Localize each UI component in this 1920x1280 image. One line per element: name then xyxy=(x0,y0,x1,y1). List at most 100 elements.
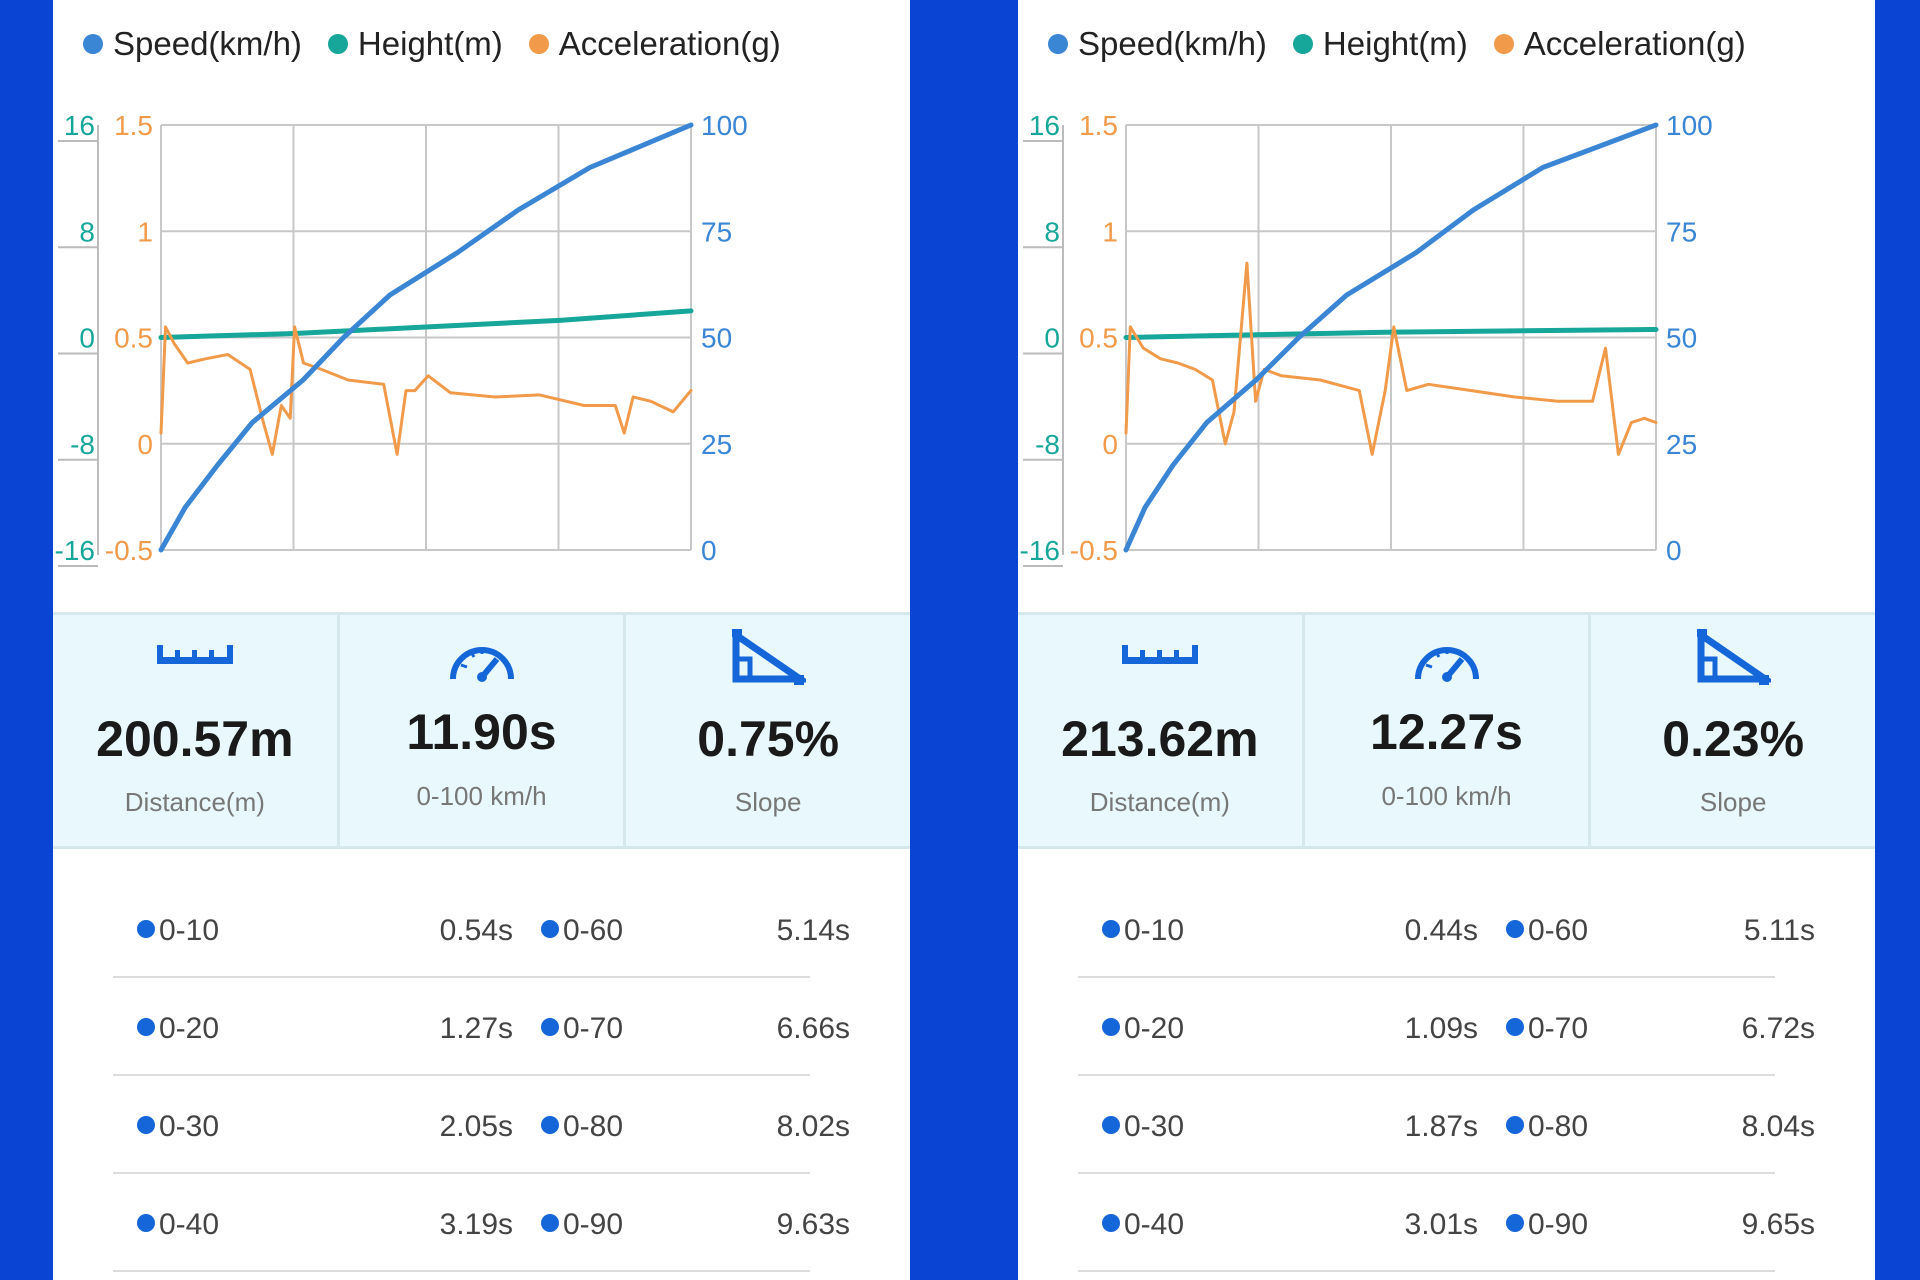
split-row: 0-30 1.87s 0-80 8.04s xyxy=(1078,1076,1815,1174)
split-time: 1.87s xyxy=(1404,1110,1478,1143)
split-label: 0-90 xyxy=(1506,1208,1588,1242)
speed-tick-label: 75 xyxy=(1666,216,1697,247)
legend-item-acceleration[interactable]: Acceleration(g) xyxy=(528,25,781,63)
legend-dot-height xyxy=(1292,34,1313,54)
legend-item-height[interactable]: Height(m) xyxy=(1292,25,1468,63)
run-panel-left: Speed(km/h) Height(m) Acceleration(g) 16… xyxy=(53,0,910,1280)
legend-item-speed[interactable]: Speed(km/h) xyxy=(83,25,302,63)
stats-bar: 213.62m Distance(m) 12.27s 0-100 km/h xyxy=(1018,612,1875,849)
split-label: 0-60 xyxy=(1506,914,1588,948)
bullet-icon xyxy=(541,1214,559,1233)
stat-slope: 0.75% Slope xyxy=(626,615,910,846)
split-label: 0-80 xyxy=(541,1110,623,1144)
split-time: 5.11s xyxy=(1743,914,1815,947)
legend-item-acceleration[interactable]: Acceleration(g) xyxy=(1493,25,1746,63)
split-label: 0-30 xyxy=(1102,1110,1184,1144)
split-label: 0-10 xyxy=(1102,914,1184,948)
bullet-icon xyxy=(137,1018,155,1037)
acceleration-series-line xyxy=(159,325,693,456)
height-tick-label: 8 xyxy=(79,216,95,247)
legend-item-speed[interactable]: Speed(km/h) xyxy=(1048,25,1267,63)
split-times: 0-10 0.44s 0-60 5.11s 0-20 1.09s 0-70 6.… xyxy=(1018,880,1875,1272)
stat-0-100: 12.27s 0-100 km/h xyxy=(1305,615,1592,846)
stat-slope: 0.23% Slope xyxy=(1591,615,1875,846)
speed-tick-label: 0 xyxy=(1666,535,1682,566)
split-label: 0-10 xyxy=(137,914,219,948)
speed-tick-label: 25 xyxy=(1666,429,1697,460)
bullet-icon xyxy=(137,1214,155,1233)
bullet-icon xyxy=(1102,1116,1120,1135)
bullet-icon xyxy=(541,920,559,939)
accel-tick-label: 1.5 xyxy=(1079,110,1118,141)
bullet-icon xyxy=(1506,1214,1524,1233)
slope-label: Slope xyxy=(1699,787,1767,817)
slope-icon xyxy=(732,629,807,685)
bullet-icon xyxy=(541,1018,559,1037)
split-label: 0-70 xyxy=(1506,1012,1588,1046)
legend-item-height[interactable]: Height(m) xyxy=(327,25,503,63)
zero-to-100-label: 0-100 km/h xyxy=(416,781,547,811)
speed-series-line xyxy=(158,122,694,553)
bullet-icon xyxy=(1102,1214,1120,1233)
split-row: 0-10 0.54s 0-60 5.14s xyxy=(113,880,850,978)
chart-legend: Speed(km/h) Height(m) Acceleration(g) xyxy=(1048,22,1772,66)
bullet-icon xyxy=(1102,920,1120,939)
legend-dot-height xyxy=(327,34,348,54)
height-tick-label: 8 xyxy=(1044,216,1060,247)
split-label: 0-80 xyxy=(1506,1110,1588,1144)
accel-tick-label: 1 xyxy=(137,216,153,247)
accel-tick-label: 0.5 xyxy=(1079,323,1118,354)
split-label: 0-30 xyxy=(137,1110,219,1144)
chart-legend: Speed(km/h) Height(m) Acceleration(g) xyxy=(83,22,807,66)
speedometer-icon xyxy=(449,647,514,682)
accel-tick-label: 1 xyxy=(1102,216,1118,247)
zero-to-100-label: 0-100 km/h xyxy=(1381,781,1512,811)
split-row: 0-40 3.01s 0-90 9.65s xyxy=(1078,1174,1815,1272)
bullet-icon xyxy=(137,920,155,939)
slope-label: Slope xyxy=(734,787,802,817)
split-label: 0-20 xyxy=(137,1012,219,1046)
split-time: 8.04s xyxy=(1741,1110,1815,1143)
split-row: 0-20 1.27s 0-70 6.66s xyxy=(113,978,850,1076)
stat-0-100: 11.90s 0-100 km/h xyxy=(340,615,627,846)
split-time: 3.01s xyxy=(1404,1208,1478,1241)
split-label: 0-40 xyxy=(1102,1208,1184,1242)
split-time: 0.54s xyxy=(439,914,513,947)
bullet-icon xyxy=(1506,920,1524,939)
speedometer-icon xyxy=(1414,647,1479,682)
slope-value: 0.23% xyxy=(1662,711,1805,767)
accel-tick-label: -0.5 xyxy=(105,535,153,566)
split-time: 3.19s xyxy=(439,1208,513,1241)
split-label: 0-70 xyxy=(541,1012,623,1046)
distance-value: 200.57m xyxy=(96,711,294,767)
split-time: 5.14s xyxy=(776,914,850,947)
zero-to-100-value: 12.27s xyxy=(1370,704,1523,760)
stat-distance: 200.57m Distance(m) xyxy=(53,615,340,846)
speed-tick-label: 100 xyxy=(701,110,748,141)
split-label: 0-90 xyxy=(541,1208,623,1242)
bullet-icon xyxy=(1506,1116,1524,1135)
accel-tick-label: 0.5 xyxy=(114,323,153,354)
height-tick-label: 16 xyxy=(1029,110,1060,141)
bullet-icon xyxy=(137,1116,155,1135)
split-time: 8.02s xyxy=(776,1110,850,1143)
legend-label-speed: Speed(km/h) xyxy=(113,25,302,62)
accel-tick-label: 0 xyxy=(137,429,153,460)
zero-to-100-value: 11.90s xyxy=(406,704,557,760)
height-tick-label: 0 xyxy=(1044,323,1060,354)
slope-icon xyxy=(1697,629,1772,685)
distance-label: Distance(m) xyxy=(1089,787,1230,817)
height-tick-label: 0 xyxy=(79,323,95,354)
ruler-icon xyxy=(1121,645,1198,664)
accel-tick-label: 0 xyxy=(1102,429,1118,460)
run-panel-right: Speed(km/h) Height(m) Acceleration(g) 16… xyxy=(1018,0,1875,1280)
height-series-line xyxy=(158,308,694,340)
height-tick-label: -8 xyxy=(70,429,95,460)
accel-tick-label: -0.5 xyxy=(1070,535,1118,566)
distance-value: 213.62m xyxy=(1061,711,1259,767)
speed-tick-label: 50 xyxy=(701,323,732,354)
split-row: 0-20 1.09s 0-70 6.72s xyxy=(1078,978,1815,1076)
distance-label: Distance(m) xyxy=(124,787,265,817)
bullet-icon xyxy=(1506,1018,1524,1037)
split-time: 9.63s xyxy=(776,1208,850,1241)
